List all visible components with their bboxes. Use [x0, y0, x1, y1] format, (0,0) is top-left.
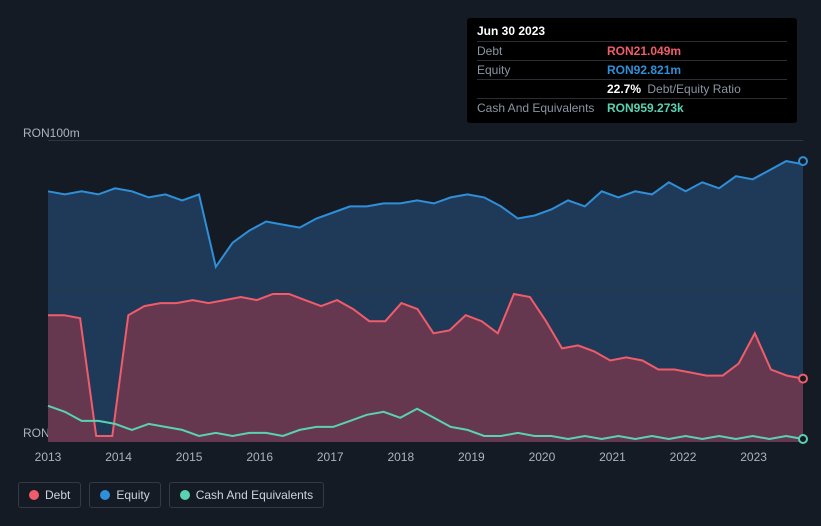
- chart-svg: [48, 140, 803, 452]
- x-tick-2019: 2019: [458, 450, 485, 464]
- x-tick-2014: 2014: [105, 450, 132, 464]
- legend-item-debt[interactable]: Debt: [18, 482, 81, 508]
- y-axis-max-label: RON100m: [23, 126, 80, 140]
- tooltip-ratio-spacer: [477, 82, 607, 96]
- cash-dot-icon: [180, 490, 190, 500]
- chart-plot-area[interactable]: [48, 140, 803, 442]
- tooltip-ratio-label: Debt/Equity Ratio: [647, 82, 740, 96]
- tooltip-ratio-pct: 22.7%: [607, 82, 641, 96]
- tooltip-date: Jun 30 2023: [477, 24, 787, 41]
- gridline-middle: [48, 291, 803, 292]
- x-tick-2023: 2023: [740, 450, 767, 464]
- tooltip-debt-label: Debt: [477, 44, 607, 58]
- gridline-top: [48, 140, 803, 141]
- x-tick-2016: 2016: [246, 450, 273, 464]
- x-tick-2017: 2017: [317, 450, 344, 464]
- tooltip-cash-value: RON959.273k: [607, 101, 684, 115]
- legend-label-equity: Equity: [116, 488, 149, 502]
- x-tick-2015: 2015: [176, 450, 203, 464]
- equity-dot-icon: [100, 490, 110, 500]
- x-tick-2021: 2021: [599, 450, 626, 464]
- tooltip-equity-label: Equity: [477, 63, 607, 77]
- x-tick-2018: 2018: [387, 450, 414, 464]
- legend-item-equity[interactable]: Equity: [89, 482, 160, 508]
- tooltip-debt-value: RON21.049m: [607, 44, 681, 58]
- legend-label-debt: Debt: [45, 488, 70, 502]
- tooltip-equity-value: RON92.821m: [607, 63, 681, 77]
- x-tick-2020: 2020: [529, 450, 556, 464]
- chart-tooltip: Jun 30 2023 Debt RON21.049m Equity RON92…: [467, 18, 797, 123]
- tooltip-cash-label: Cash And Equivalents: [477, 101, 607, 115]
- x-tick-2013: 2013: [35, 450, 62, 464]
- chart-legend: Debt Equity Cash And Equivalents: [18, 482, 324, 508]
- x-tick-2022: 2022: [670, 450, 697, 464]
- legend-item-cash[interactable]: Cash And Equivalents: [169, 482, 324, 508]
- debt-dot-icon: [29, 490, 39, 500]
- legend-label-cash: Cash And Equivalents: [196, 488, 313, 502]
